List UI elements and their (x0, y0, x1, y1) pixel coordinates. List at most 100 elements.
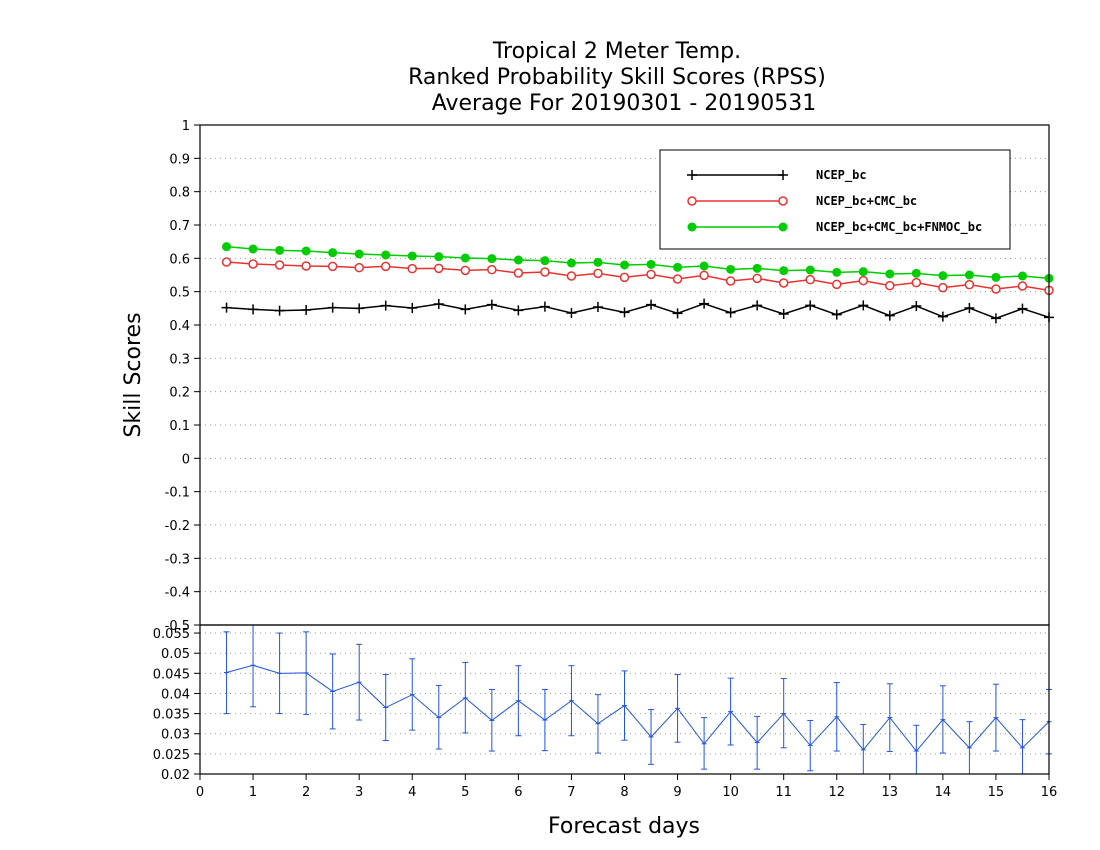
y-axis-label: Skill Scores (121, 312, 146, 437)
y-tick-label: 0.025 (153, 748, 190, 763)
y-tick-label: 0.2 (169, 386, 190, 401)
data-point (752, 273, 762, 284)
data-point (487, 254, 497, 264)
data-point (885, 269, 895, 279)
error-bar (727, 677, 734, 746)
data-point (301, 246, 311, 256)
x-tick-label: 0 (196, 785, 204, 800)
y-tick-label: 1 (182, 119, 190, 134)
legend-entry: NCEP_bc+CMC_bc+FNMOC_bc (687, 220, 982, 235)
error-bar (621, 670, 628, 741)
data-point (221, 257, 232, 267)
data-point (832, 279, 842, 290)
data-point (407, 303, 418, 313)
data-point (486, 299, 497, 310)
data-point (778, 278, 789, 288)
legend-marker (778, 222, 788, 232)
data-point (328, 248, 338, 258)
y-tick-label: 0.8 (169, 186, 190, 201)
data-point (964, 270, 974, 280)
error-bar (648, 709, 655, 765)
data-point (248, 304, 259, 315)
series-1 (221, 298, 1054, 324)
y-tick-label: -0.5 (165, 619, 190, 634)
error-bar (939, 685, 946, 754)
data-point (858, 300, 869, 311)
series-line (226, 302, 1050, 320)
data-point (990, 313, 1001, 324)
legend-marker (778, 170, 788, 180)
y-tick-label: -0.1 (165, 486, 190, 501)
data-point (911, 301, 922, 311)
data-point (991, 272, 1001, 282)
y-tick-label: 0.3 (169, 352, 190, 367)
bottom-panel-series (223, 625, 1052, 774)
y-tick-label: 0.04 (161, 687, 190, 702)
error-bar (966, 721, 973, 774)
data-point (726, 264, 736, 274)
y-tick-label: 0.4 (169, 319, 190, 334)
chart-title-line-2: Ranked Probability Skill Scores (RPSS) (408, 65, 826, 90)
data-point (938, 282, 948, 293)
data-point (566, 258, 576, 268)
data-point (805, 300, 816, 311)
data-point (646, 259, 656, 269)
error-bar (276, 632, 283, 715)
data-point (1017, 281, 1028, 291)
error-bar (568, 665, 575, 737)
series-line (226, 245, 1050, 280)
data-point (274, 260, 285, 270)
error-bar (382, 674, 389, 742)
error-bar (674, 674, 681, 743)
legend-entry: NCEP_bc+CMC_bc (687, 194, 917, 209)
data-point (699, 298, 710, 309)
data-point (831, 309, 842, 320)
legend-marker (687, 196, 697, 206)
legend: NCEP_bc NCEP_bc+CMC_bc NCEP_bc+CMC_bc+FNMO… (659, 149, 1011, 250)
series-line (226, 664, 1050, 752)
data-point (991, 284, 1001, 294)
error-bar (409, 658, 416, 731)
x-tick-label: 6 (514, 785, 522, 800)
data-point (672, 308, 683, 319)
data-point (407, 251, 417, 261)
x-tick-label: 16 (1041, 785, 1058, 800)
data-point (911, 268, 921, 278)
data-point (911, 277, 922, 288)
error-bar (886, 683, 893, 752)
data-point (885, 280, 895, 291)
data-point (858, 267, 868, 277)
chart-title-line-1: Tropical 2 Meter Temp. (492, 39, 741, 64)
data-point (778, 309, 789, 319)
y-tick-label: -0.2 (165, 519, 190, 534)
x-tick-label: 7 (567, 785, 575, 800)
data-point (805, 274, 815, 285)
data-point (593, 268, 603, 279)
data-point (274, 305, 285, 316)
data-point (673, 262, 683, 272)
data-point (725, 276, 736, 286)
data-point (407, 263, 417, 274)
error-bar (860, 723, 867, 774)
y-tick-label: -0.3 (165, 552, 190, 567)
data-point (725, 307, 736, 318)
data-point (620, 260, 629, 270)
data-point (354, 249, 364, 259)
error-bar (303, 631, 310, 715)
error-bar (541, 688, 548, 752)
data-point (301, 305, 312, 315)
data-point (434, 252, 444, 262)
data-point (1017, 271, 1027, 281)
error-bar (780, 678, 787, 749)
error-bar (462, 661, 469, 734)
data-point (513, 268, 524, 278)
data-point (592, 302, 603, 312)
x-tick-label: 13 (882, 785, 899, 800)
data-point (832, 267, 842, 277)
data-point (460, 265, 471, 276)
x-axis: 0 1 2 3 4 5 6 7 8 9 10 11 12 13 14 15 16 (196, 774, 1057, 800)
x-tick-label: 3 (355, 785, 363, 800)
data-point (354, 262, 364, 273)
data-point (513, 255, 523, 265)
legend-marker (687, 222, 697, 232)
